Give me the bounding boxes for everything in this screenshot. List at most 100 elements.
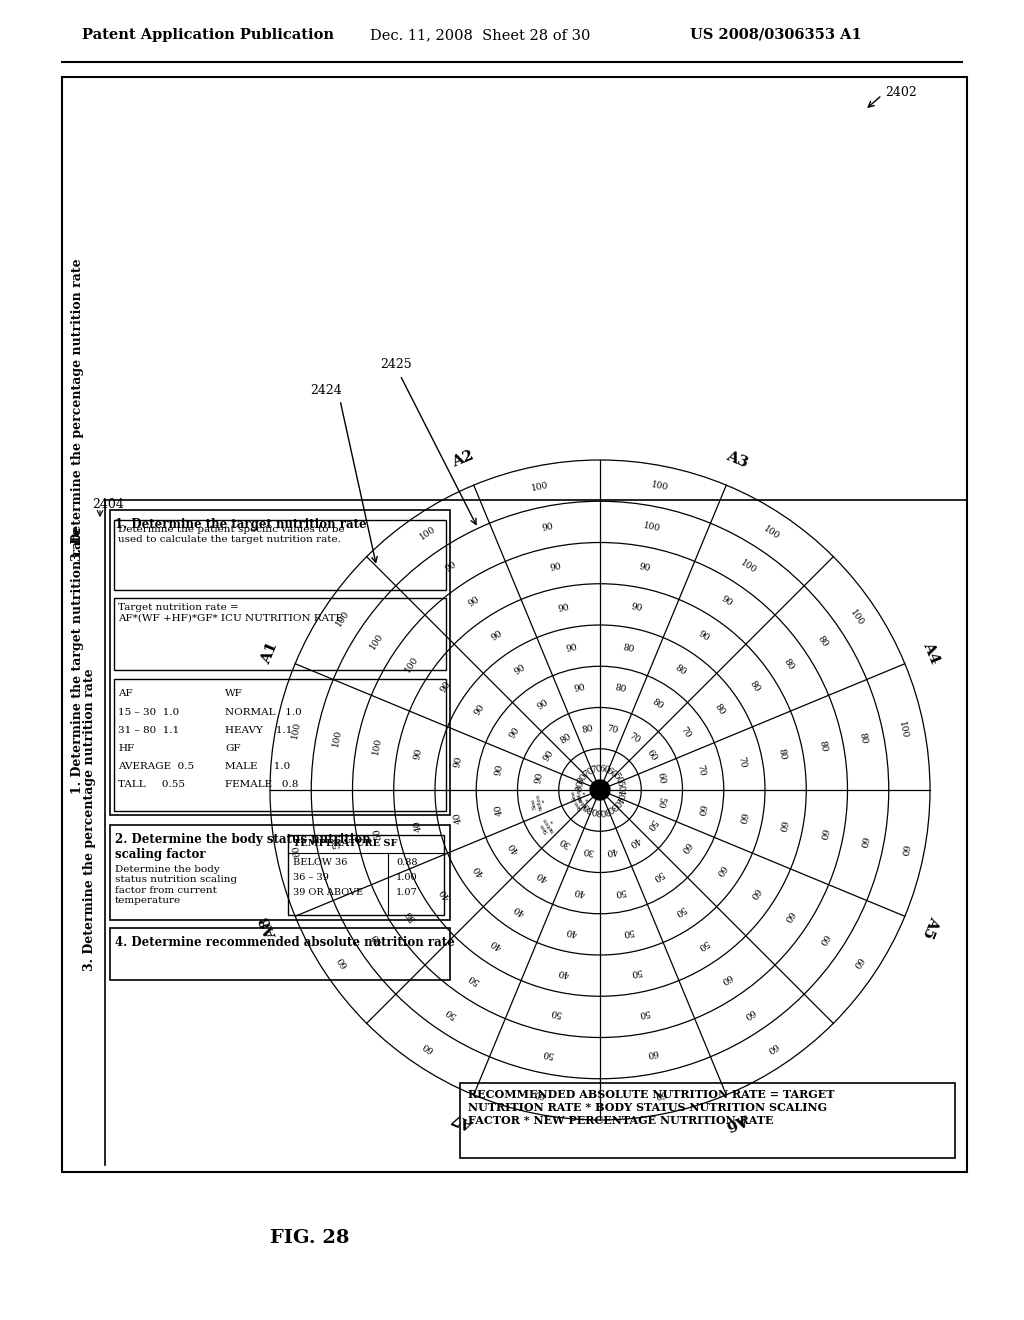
Text: 80: 80 xyxy=(574,779,586,792)
Text: 90: 90 xyxy=(443,560,459,574)
Text: 50: 50 xyxy=(650,869,665,883)
Text: 90: 90 xyxy=(512,663,527,677)
Text: 40: 40 xyxy=(494,804,505,817)
Text: 100: 100 xyxy=(897,721,909,739)
Text: 40: 40 xyxy=(565,927,579,937)
Text: FIG. 28: FIG. 28 xyxy=(270,1229,349,1247)
Text: 60: 60 xyxy=(291,843,302,857)
Text: See
notes
*: See notes * xyxy=(571,789,595,813)
Text: 100: 100 xyxy=(530,480,549,492)
Text: 80: 80 xyxy=(748,680,761,694)
Text: A4: A4 xyxy=(920,640,941,667)
Text: 3. Determine the percentage nutrition rate: 3. Determine the percentage nutrition ra… xyxy=(72,259,85,561)
Text: 50: 50 xyxy=(443,1006,459,1020)
Text: 80: 80 xyxy=(776,747,787,760)
Text: 50: 50 xyxy=(673,903,687,917)
Text: 40: 40 xyxy=(614,788,626,800)
Text: 90: 90 xyxy=(549,562,562,573)
Text: US 2008/0306353 A1: US 2008/0306353 A1 xyxy=(690,28,862,42)
Bar xyxy=(110,825,450,920)
Circle shape xyxy=(590,780,610,800)
Text: A5: A5 xyxy=(920,913,941,940)
Text: 100: 100 xyxy=(402,655,420,673)
Text: 50: 50 xyxy=(467,972,481,986)
Text: 90: 90 xyxy=(494,763,505,776)
Text: 60: 60 xyxy=(655,771,667,784)
Text: 70: 70 xyxy=(695,763,707,776)
Text: FEMALE   0.8: FEMALE 0.8 xyxy=(225,780,298,789)
Text: 80: 80 xyxy=(673,663,687,677)
Text: 30: 30 xyxy=(590,805,602,816)
Bar xyxy=(110,510,450,814)
Text: AF: AF xyxy=(118,689,133,698)
Text: HF: HF xyxy=(118,744,134,752)
Text: 90: 90 xyxy=(696,628,711,643)
Text: 70: 70 xyxy=(605,723,618,735)
Text: 60: 60 xyxy=(598,764,610,775)
Text: See
notes
*: See notes * xyxy=(529,792,549,812)
Bar xyxy=(460,1082,955,1158)
Text: 90: 90 xyxy=(507,726,521,741)
Text: 60: 60 xyxy=(817,828,828,841)
Text: 90: 90 xyxy=(534,771,545,784)
Text: 30: 30 xyxy=(558,834,572,849)
Text: See
notes
*: See notes * xyxy=(537,813,560,836)
Text: 40: 40 xyxy=(489,937,504,952)
Text: 50: 50 xyxy=(549,1007,562,1018)
Text: 0.88: 0.88 xyxy=(396,858,418,867)
Text: 90: 90 xyxy=(413,747,424,760)
Text: 50: 50 xyxy=(638,1007,651,1018)
Text: 60: 60 xyxy=(736,812,748,825)
Text: BELOW 36: BELOW 36 xyxy=(293,858,347,867)
Text: 100: 100 xyxy=(419,524,438,541)
Text: 80: 80 xyxy=(622,643,635,653)
Text: 80: 80 xyxy=(857,731,868,744)
Text: 100: 100 xyxy=(334,609,351,628)
Text: 40: 40 xyxy=(438,886,453,900)
Text: 40: 40 xyxy=(605,845,618,857)
Text: 80: 80 xyxy=(575,771,590,785)
Text: 31 – 80  1.1: 31 – 80 1.1 xyxy=(118,726,179,735)
Text: 40: 40 xyxy=(627,834,642,849)
Text: 15 – 30  1.0: 15 – 30 1.0 xyxy=(118,708,179,717)
Text: Patent Application Publication: Patent Application Publication xyxy=(82,28,334,42)
Text: Determine the patient specific values to be
used to calculate the target nutriti: Determine the patient specific values to… xyxy=(118,525,345,544)
Text: 90: 90 xyxy=(453,755,464,768)
Text: 60: 60 xyxy=(857,836,868,849)
Text: 100: 100 xyxy=(739,558,759,576)
Text: 50: 50 xyxy=(644,817,658,832)
Text: 50: 50 xyxy=(610,771,624,785)
Text: 50: 50 xyxy=(541,1048,554,1059)
Text: HEAVY    1.1: HEAVY 1.1 xyxy=(225,726,293,735)
Bar xyxy=(114,678,446,810)
Text: 30: 30 xyxy=(604,800,618,814)
Text: 90: 90 xyxy=(565,643,579,653)
Text: RECOMMENDED ABSOLUTE NUTRITION RATE = TARGET
NUTRITION RATE * BODY STATUS NUTRIT: RECOMMENDED ABSOLUTE NUTRITION RATE = TA… xyxy=(468,1089,835,1126)
Text: MALE     1.0: MALE 1.0 xyxy=(225,762,290,771)
Text: 50: 50 xyxy=(622,927,635,937)
Text: 60: 60 xyxy=(765,1040,779,1055)
Text: GF: GF xyxy=(225,744,241,752)
Text: A2: A2 xyxy=(450,449,476,470)
Text: 40: 40 xyxy=(413,820,424,833)
Text: 2404: 2404 xyxy=(92,499,124,511)
Text: 80: 80 xyxy=(713,702,727,717)
Text: 80: 80 xyxy=(650,697,665,711)
Text: 90: 90 xyxy=(638,562,651,573)
Bar xyxy=(114,520,446,590)
Text: 60: 60 xyxy=(654,1088,667,1100)
Text: 30: 30 xyxy=(582,845,594,857)
Text: 60: 60 xyxy=(534,1088,546,1100)
Text: 60: 60 xyxy=(421,1040,435,1055)
Text: 90: 90 xyxy=(473,702,486,717)
Text: 40: 40 xyxy=(507,840,521,854)
Text: 90: 90 xyxy=(541,521,554,532)
Text: 70: 70 xyxy=(679,726,692,741)
Text: 60: 60 xyxy=(719,972,733,986)
Text: 36 – 39: 36 – 39 xyxy=(293,873,329,882)
Text: 90: 90 xyxy=(489,628,504,643)
Text: 80: 80 xyxy=(582,723,595,735)
Text: 80: 80 xyxy=(558,731,572,746)
Text: 70: 70 xyxy=(590,764,602,775)
Text: Dec. 11, 2008  Sheet 28 of 30: Dec. 11, 2008 Sheet 28 of 30 xyxy=(370,28,591,42)
